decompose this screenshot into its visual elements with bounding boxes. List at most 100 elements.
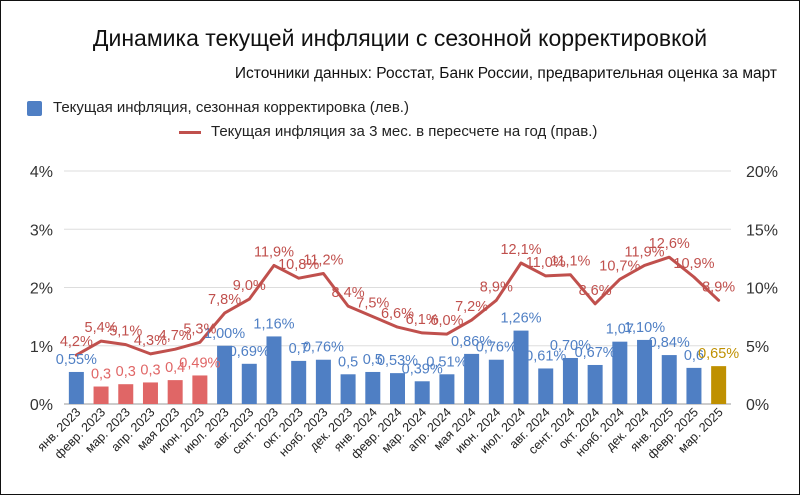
line-data-label: 8,9% — [702, 279, 735, 295]
legend-line-swatch — [179, 131, 201, 134]
line-data-label: 7,8% — [208, 292, 241, 308]
line-data-label: 8,9% — [480, 279, 513, 295]
line-data-label: 12,6% — [649, 236, 690, 252]
bar — [686, 367, 702, 404]
line-point — [223, 311, 226, 315]
line-point — [519, 261, 523, 265]
line-data-label: 4,2% — [60, 334, 93, 350]
bar — [118, 384, 134, 404]
bar-data-label: 0,65% — [698, 346, 739, 362]
bar — [439, 374, 455, 404]
line-point — [198, 341, 202, 344]
line-point — [544, 274, 547, 278]
bar-data-label: 0,7 — [289, 341, 309, 357]
bar-data-label: 1,10% — [624, 320, 665, 336]
line-data-label: 11,1% — [550, 254, 590, 270]
line-point — [593, 302, 597, 306]
line-data-label: 8,4% — [332, 285, 365, 301]
y-left-tick-label: 4% — [30, 164, 53, 181]
y-right-tick-label: 20% — [746, 164, 778, 181]
line-data-label: 5,4% — [85, 320, 118, 336]
line-point — [248, 297, 251, 301]
bars-layer — [68, 330, 727, 404]
line-data-label: 4,7% — [159, 328, 192, 344]
line-data-label: 5,3% — [183, 321, 216, 337]
bar-data-label: 0,69% — [229, 344, 270, 360]
line-data-label: 6,6% — [381, 306, 414, 322]
y-left-tick-label: 0% — [30, 397, 53, 414]
legend-bar-swatch — [27, 101, 42, 116]
line-data-label: 10,8% — [278, 257, 319, 273]
data-labels-layer: 0,55%0,3 0,3 0,3 0,40,49%1,00%0,69%1,16%0,7… — [56, 236, 740, 382]
y-left-tick-label: 3% — [30, 222, 53, 239]
bar-data-label: 0,76% — [303, 340, 344, 356]
bar — [68, 371, 84, 404]
bar — [93, 386, 109, 404]
bar — [637, 339, 653, 404]
line-point — [173, 348, 177, 351]
line-point — [75, 353, 78, 357]
line-point — [643, 264, 646, 267]
bar-data-label: 0,3 — [140, 362, 160, 378]
line-point — [322, 272, 325, 275]
line-data-label: 9,0% — [233, 278, 266, 294]
bar — [142, 382, 158, 404]
bar-data-label: 0,5 — [363, 352, 383, 368]
line-point — [668, 256, 671, 259]
line-point — [470, 318, 473, 322]
bar-data-label: 0,4 — [165, 360, 185, 376]
bar-data-label: 0,39% — [402, 361, 443, 377]
y-right-tick-label: 15% — [746, 222, 778, 239]
bar-data-label: 1,16% — [253, 316, 294, 332]
bar-data-label: 0,53% — [377, 353, 418, 369]
bar-data-label: 0,84% — [649, 335, 690, 351]
line-data-label: 5,1% — [109, 324, 142, 340]
line-data-label: 8,6% — [579, 283, 612, 299]
bar-data-label: 0,67% — [575, 345, 616, 361]
line-data-label: 6,1% — [406, 312, 439, 328]
line-point — [618, 278, 622, 281]
legend-line-label: Текущая инфляция за 3 мес. в пересчете н… — [211, 123, 598, 140]
bar — [488, 359, 504, 404]
chart-subtitle: Источники данных: Росстат, Банк России, … — [234, 65, 777, 82]
bar-data-label: 0,3 — [116, 364, 136, 380]
line-point — [692, 275, 696, 279]
y-left-tick-label: 2% — [30, 281, 53, 298]
bar — [291, 360, 307, 404]
line-data-label: 10,7% — [599, 258, 640, 274]
y-right-tick-label: 5% — [746, 339, 769, 356]
bar-data-label: 0,5 — [338, 354, 358, 370]
bar-data-label: 1,26% — [500, 311, 541, 327]
bar-data-label: 0,49% — [179, 355, 220, 371]
bar — [661, 355, 677, 404]
line-point — [99, 339, 103, 343]
line-point — [421, 331, 424, 335]
bar-data-label: 0,55% — [56, 352, 97, 368]
bar-data-label: 0,6 — [684, 348, 704, 364]
line-point — [272, 264, 276, 267]
bar — [562, 357, 578, 404]
bar — [340, 374, 356, 404]
bar-data-label: 0,3 — [91, 367, 111, 383]
bar — [315, 359, 331, 404]
line-data-label: 7,2% — [455, 299, 488, 315]
bar — [538, 368, 554, 404]
bar — [241, 363, 257, 404]
line-point — [149, 352, 152, 356]
bar — [612, 341, 628, 404]
bar-data-label: 1,07 — [606, 322, 634, 338]
line-point — [569, 273, 572, 276]
line-point — [396, 325, 399, 329]
line-point — [717, 299, 720, 302]
line-layer — [74, 255, 721, 357]
line-data-label: 11,2% — [303, 253, 343, 269]
line-data-label: 11,9% — [254, 244, 294, 260]
line-data-label: 4,3% — [134, 333, 167, 349]
bar — [167, 380, 183, 404]
y-right-tick-label: 0% — [746, 397, 769, 414]
bar-data-label: 0,61% — [525, 348, 566, 364]
bar — [513, 330, 529, 404]
bar — [711, 366, 727, 404]
